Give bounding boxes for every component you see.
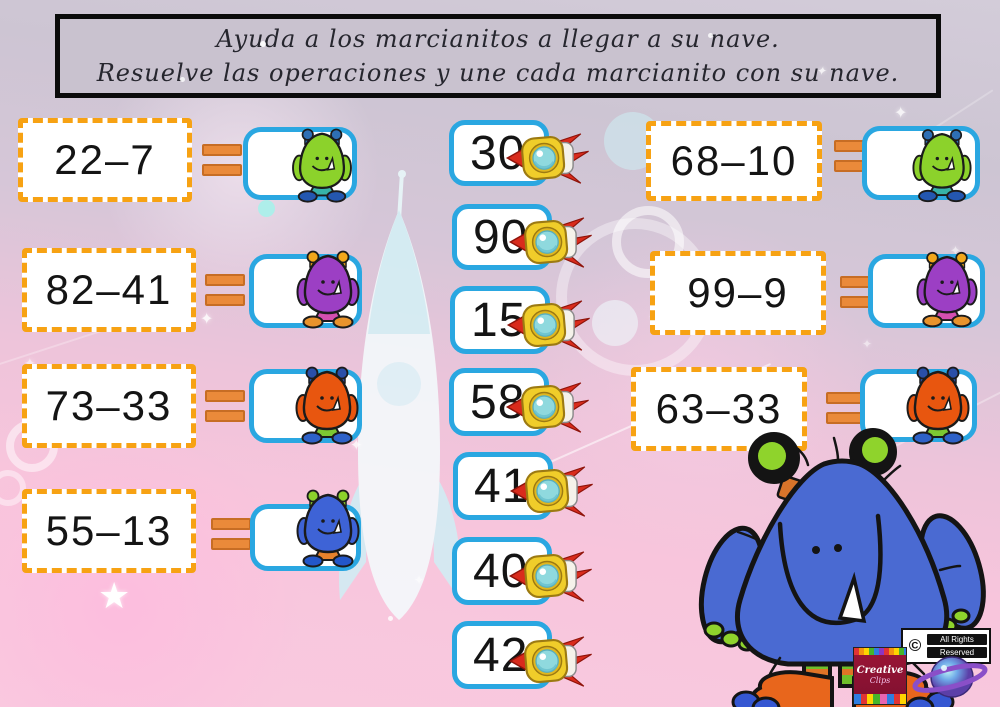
logo-border-decoration [854,648,906,655]
problem-expression: 68–10 [670,137,798,184]
problem-box[interactable]: 68–10 [646,121,822,201]
equals-bar [205,390,245,402]
rocket-icon [505,379,589,437]
problem-expression: 63–33 [655,385,783,432]
equals-icon [205,390,245,422]
problem-expression: 55–13 [45,507,173,554]
equals-bar [202,164,242,176]
star-decoration: ✦ [24,355,36,371]
problem-expression: 73–33 [45,382,173,429]
copyright-badge: © All Rights Reserved [901,628,991,664]
bubble-decoration [592,300,638,346]
star-decoration: ✦ [950,243,961,258]
creative-clips-logo: Creative Clips [853,647,907,705]
copyright-line2: Reserved [927,647,987,658]
rocket-icon [509,463,593,521]
problem-box[interactable]: 55–13 [22,489,196,573]
equals-bar [211,538,251,550]
star-decoration: ★ [98,575,131,616]
dot-decoration [708,33,713,38]
instructions-line1: Ayuda a los marcianitos a llegar a su na… [216,25,780,53]
star-decoration: ✦ [350,437,363,454]
problem-expression: 99–9 [687,269,789,316]
problem-box[interactable]: 73–33 [22,364,196,448]
rocket-icon [508,214,592,272]
dot-decoration [260,41,266,47]
rocket-icon [506,297,590,355]
instructions-line2: Resuelve las operaciones y une cada marc… [96,59,900,87]
problem-box[interactable]: 99–9 [650,251,826,335]
equals-bar [202,144,242,156]
equals-bar [205,274,245,286]
rocket-icon [508,633,592,691]
star-decoration: ✦ [816,64,827,78]
star-decoration: ✦ [414,573,425,587]
equals-bar [211,518,251,530]
logo-border-decoration [854,694,906,704]
copyright-icon: © [908,636,922,655]
logo-line1: Creative [856,664,904,676]
problem-box[interactable]: 22–7 [18,118,192,202]
equals-bar [205,294,245,306]
bubble-decoration [612,206,684,278]
equals-bar [205,410,245,422]
dot-decoration [180,77,185,82]
equals-icon [211,518,251,550]
equals-icon [202,144,242,176]
instructions-panel: Ayuda a los marcianitos a llegar a su na… [55,14,941,98]
rocket-icon [508,548,592,606]
ship-number: 42 [473,628,529,682]
green-martian-icon [912,128,972,204]
equals-icon [205,274,245,306]
orange-martian-icon [294,366,360,446]
problem-expression: 82–41 [45,266,173,313]
saturn-icon [912,656,988,698]
green-martian-icon [291,128,353,204]
bubble-decoration [0,470,26,506]
rocket-icon [505,130,589,188]
problem-expression: 22–7 [54,136,156,183]
dot-decoration [258,200,275,217]
star-decoration: ✦ [200,311,214,328]
dot-decoration [388,616,393,621]
star-decoration: ✦ [894,105,908,122]
copyright-line1: All Rights [927,634,987,645]
purple-martian-icon [296,250,360,330]
star-decoration: ✦ [862,337,873,351]
equals-icon [826,392,866,424]
ship-number-box[interactable]: 42 [452,621,552,689]
purple-martian-icon [916,250,978,330]
problem-box[interactable]: 82–41 [22,248,196,332]
blue-martian-icon [296,488,360,570]
logo-line2: Clips [869,675,891,685]
